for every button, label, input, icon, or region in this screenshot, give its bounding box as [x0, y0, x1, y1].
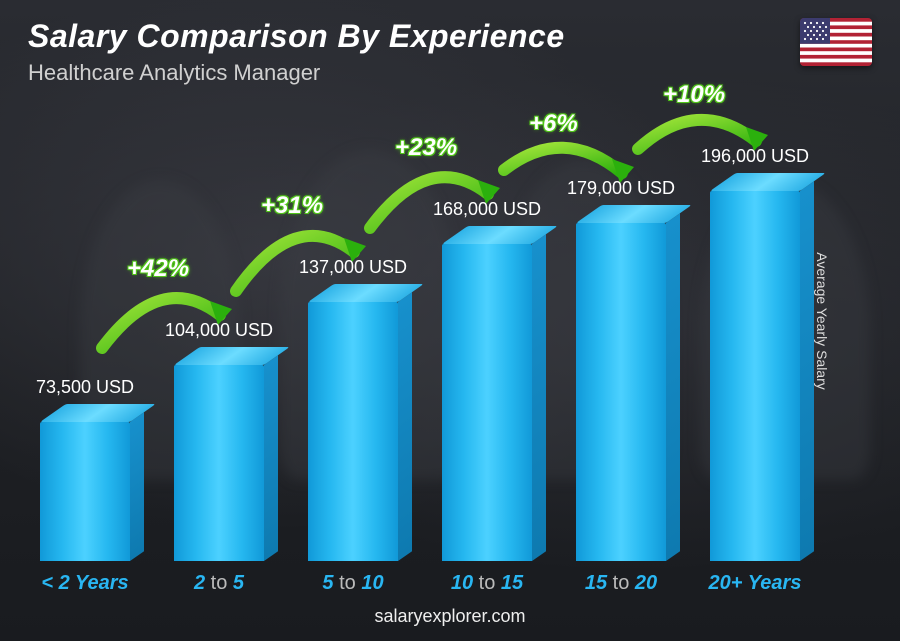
- bar-front: [710, 191, 800, 561]
- chart-title: Salary Comparison By Experience: [28, 18, 565, 55]
- bar-value-label: 104,000 USD: [159, 320, 279, 341]
- growth-percent-label: +23%: [395, 134, 457, 162]
- bar-value-label: 137,000 USD: [293, 257, 413, 278]
- growth-percent-label: +10%: [663, 81, 725, 109]
- footer-attribution: salaryexplorer.com: [0, 606, 900, 627]
- bar: [40, 422, 130, 561]
- cat-a: 15: [585, 572, 607, 594]
- bar-side: [264, 355, 278, 561]
- bar-category-label: 15 to 20: [566, 572, 676, 595]
- bar-category-label: 5 to 10: [298, 572, 408, 595]
- cat-a: < 2: [41, 572, 69, 594]
- bar: [710, 191, 800, 561]
- cat-a: 20+: [709, 572, 743, 594]
- us-flag-icon: [800, 18, 872, 66]
- bar-side: [398, 292, 412, 561]
- cat-b: 15: [501, 572, 523, 594]
- cat-mid: to: [339, 572, 356, 594]
- bar: [442, 244, 532, 561]
- growth-percent-label: +6%: [529, 110, 578, 138]
- cat-b: Years: [748, 572, 802, 594]
- cat-b: 20: [635, 572, 657, 594]
- bar-value-label: 73,500 USD: [25, 377, 145, 398]
- bar: [308, 302, 398, 561]
- growth-arrow-arc: [504, 148, 622, 173]
- bar-value-label: 179,000 USD: [561, 178, 681, 199]
- bar-side: [532, 234, 546, 561]
- infographic-canvas: Salary Comparison By Experience Healthca…: [0, 0, 900, 641]
- cat-b: 10: [361, 572, 383, 594]
- bar-side: [800, 181, 814, 561]
- cat-b: 5: [233, 572, 244, 594]
- growth-arrow-arc: [638, 120, 756, 149]
- bar-category-label: 20+ Years: [700, 572, 810, 595]
- growth-percent-label: +42%: [127, 255, 189, 283]
- bar-side: [130, 412, 144, 561]
- cat-mid: to: [479, 572, 496, 594]
- cat-mid: to: [613, 572, 630, 594]
- bar-front: [576, 223, 666, 561]
- cat-mid: to: [211, 572, 228, 594]
- bar-front: [308, 302, 398, 561]
- bar-chart: 73,500 USD< 2 Years104,000 USD2 to 5137,…: [40, 100, 840, 561]
- bar-category-label: 2 to 5: [164, 572, 274, 595]
- chart-subtitle: Healthcare Analytics Manager: [28, 60, 320, 86]
- cat-a: 2: [194, 572, 205, 594]
- bar-category-label: 10 to 15: [432, 572, 542, 595]
- cat-b: Years: [75, 572, 129, 594]
- bar: [174, 365, 264, 561]
- bar-side: [666, 213, 680, 561]
- bar-value-label: 168,000 USD: [427, 199, 547, 220]
- bar-front: [174, 365, 264, 561]
- cat-a: 5: [322, 572, 333, 594]
- growth-percent-label: +31%: [261, 192, 323, 220]
- cat-a: 10: [451, 572, 473, 594]
- bar-value-label: 196,000 USD: [695, 146, 815, 167]
- bar: [576, 223, 666, 561]
- bar-category-label: < 2 Years: [30, 572, 140, 595]
- bar-front: [40, 422, 130, 561]
- bar-front: [442, 244, 532, 561]
